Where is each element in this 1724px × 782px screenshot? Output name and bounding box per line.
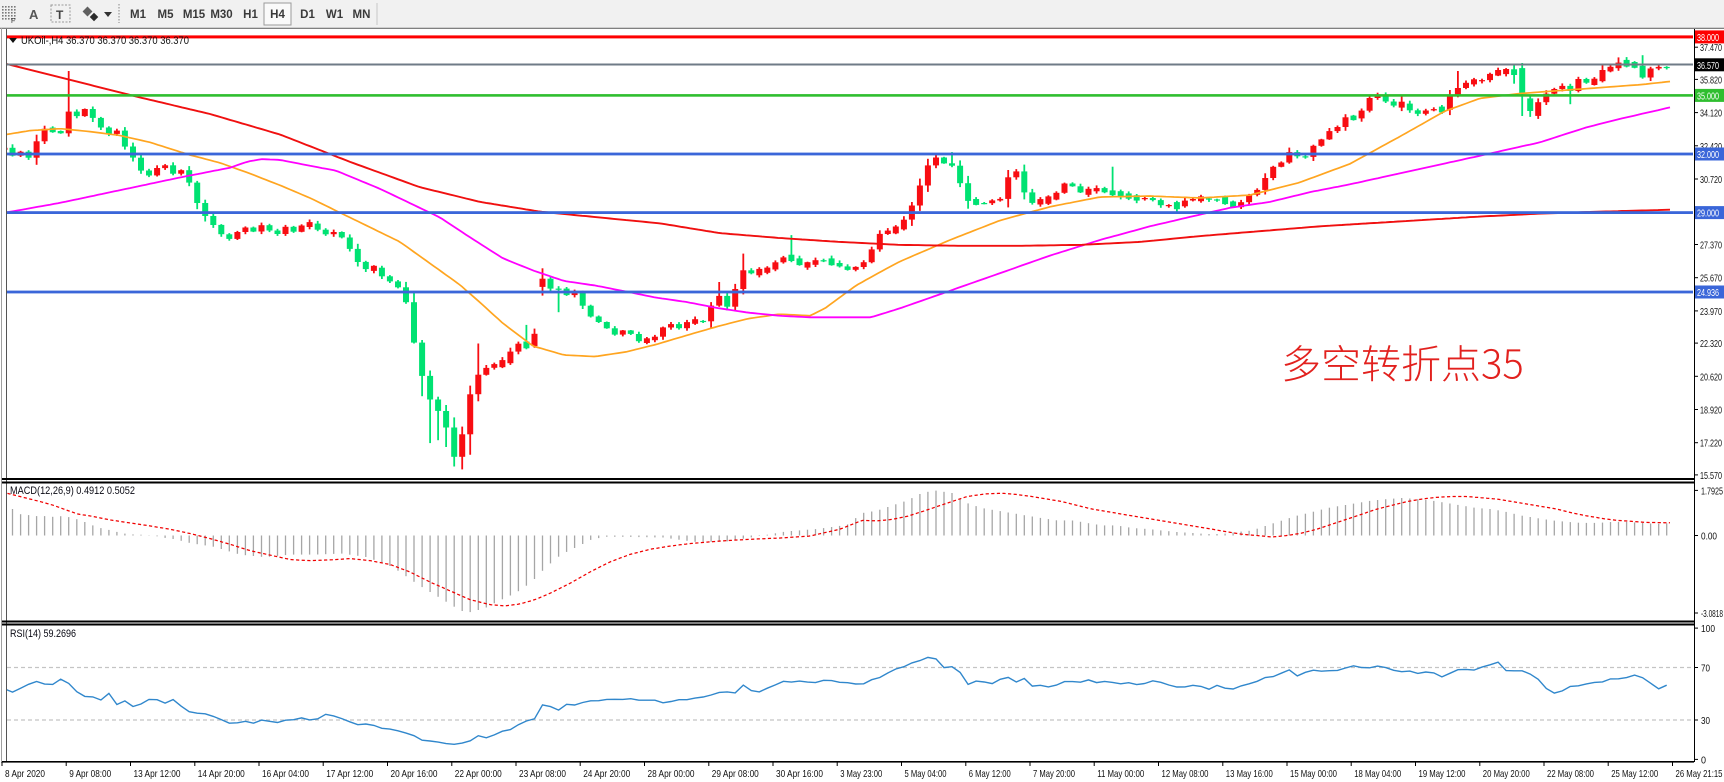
svg-text:25.670: 25.670	[1700, 273, 1722, 285]
svg-text:11 May 00:00: 11 May 00:00	[1097, 768, 1144, 780]
svg-text:20.620: 20.620	[1700, 371, 1722, 383]
svg-text:70: 70	[1701, 663, 1710, 675]
svg-text:22.320: 22.320	[1700, 338, 1722, 350]
svg-text:23.970: 23.970	[1700, 306, 1722, 318]
svg-text:-3.0818: -3.0818	[1701, 608, 1723, 620]
svg-text:18.920: 18.920	[1700, 405, 1722, 417]
svg-text:17.220: 17.220	[1700, 438, 1722, 450]
svg-text:1.7925: 1.7925	[1701, 485, 1723, 497]
svg-text:32.000: 32.000	[1697, 149, 1719, 161]
svg-text:12 May 08:00: 12 May 08:00	[1162, 768, 1209, 780]
svg-text:13 May 16:00: 13 May 16:00	[1226, 768, 1273, 780]
svg-text:30 Apr 16:00: 30 Apr 16:00	[776, 768, 823, 780]
svg-text:17 Apr 12:00: 17 Apr 12:00	[326, 768, 373, 780]
svg-text:24.936: 24.936	[1697, 287, 1719, 299]
svg-text:14 Apr 20:00: 14 Apr 20:00	[198, 768, 245, 780]
svg-text:38.000: 38.000	[1697, 32, 1719, 44]
svg-text:29 Apr 08:00: 29 Apr 08:00	[712, 768, 759, 780]
svg-text:MACD(12,26,9) 0.4912 0.5052: MACD(12,26,9) 0.4912 0.5052	[10, 485, 135, 497]
svg-text:A: A	[29, 7, 39, 22]
svg-text:M1: M1	[130, 9, 147, 21]
svg-text:H1: H1	[243, 9, 258, 21]
svg-text:27.370: 27.370	[1700, 240, 1722, 252]
svg-text:M5: M5	[158, 9, 175, 21]
svg-text:0: 0	[1701, 754, 1706, 766]
svg-text:29.000: 29.000	[1697, 208, 1719, 220]
svg-text:T: T	[56, 8, 64, 22]
svg-text:16 Apr 04:00: 16 Apr 04:00	[262, 768, 309, 780]
svg-text:M30: M30	[210, 9, 232, 21]
svg-text:26 May 21:15: 26 May 21:15	[1676, 768, 1723, 780]
svg-text:23 Apr 08:00: 23 Apr 08:00	[519, 768, 566, 780]
svg-text:35.820: 35.820	[1700, 74, 1722, 86]
svg-text:22 May 08:00: 22 May 08:00	[1547, 768, 1594, 780]
svg-text:22 Apr 00:00: 22 Apr 00:00	[455, 768, 502, 780]
svg-text:24 Apr 20:00: 24 Apr 20:00	[583, 768, 630, 780]
svg-text:37.470: 37.470	[1700, 42, 1722, 54]
svg-text:100: 100	[1701, 623, 1715, 635]
svg-text:35.000: 35.000	[1697, 90, 1719, 102]
svg-text:F: F	[11, 18, 15, 25]
svg-text:7 May 20:00: 7 May 20:00	[1033, 768, 1075, 780]
svg-text:0.00: 0.00	[1701, 531, 1717, 543]
svg-text:3 May 23:00: 3 May 23:00	[840, 768, 882, 780]
svg-text:18 May 04:00: 18 May 04:00	[1354, 768, 1401, 780]
svg-text:19 May 12:00: 19 May 12:00	[1419, 768, 1466, 780]
svg-text:15.570: 15.570	[1700, 470, 1722, 482]
svg-text:UKOil-,H4 36.370 36.370 36.37: UKOil-,H4 36.370 36.370 36.370 36.370	[21, 35, 189, 47]
svg-text:36.570: 36.570	[1697, 60, 1719, 72]
svg-text:30.720: 30.720	[1700, 174, 1722, 186]
svg-text:15 May 00:00: 15 May 00:00	[1290, 768, 1337, 780]
svg-text:25 May 12:00: 25 May 12:00	[1611, 768, 1658, 780]
svg-text:W1: W1	[326, 9, 344, 21]
svg-text:34.120: 34.120	[1700, 108, 1722, 120]
svg-text:9 Apr 08:00: 9 Apr 08:00	[69, 768, 111, 780]
svg-text:28 Apr 00:00: 28 Apr 00:00	[648, 768, 695, 780]
svg-text:RSI(14) 59.2696: RSI(14) 59.2696	[10, 628, 76, 640]
svg-text:5 May 04:00: 5 May 04:00	[905, 768, 947, 780]
svg-text:M15: M15	[183, 9, 206, 21]
svg-text:30: 30	[1701, 715, 1710, 727]
svg-text:20 Apr 16:00: 20 Apr 16:00	[391, 768, 438, 780]
svg-text:H4: H4	[270, 9, 285, 21]
svg-text:D1: D1	[300, 9, 315, 21]
svg-text:20 May 20:00: 20 May 20:00	[1483, 768, 1530, 780]
svg-text:MN: MN	[353, 9, 371, 21]
svg-text:13 Apr 12:00: 13 Apr 12:00	[134, 768, 181, 780]
svg-text:6 May 12:00: 6 May 12:00	[969, 768, 1011, 780]
svg-text:8 Apr 2020: 8 Apr 2020	[5, 768, 45, 780]
